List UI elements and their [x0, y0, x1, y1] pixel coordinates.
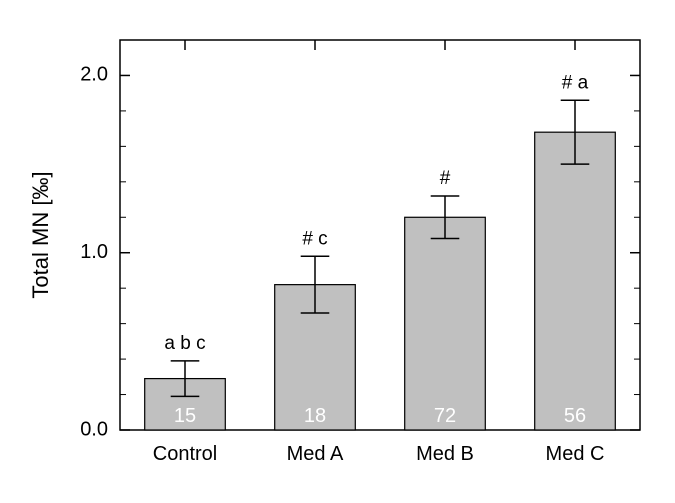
bar-top-label: a b c: [164, 333, 205, 354]
x-tick-label: Med A: [287, 443, 344, 465]
bar-top-label: #: [440, 168, 451, 189]
x-tick-label: Med C: [546, 443, 605, 465]
bar-inside-label: 72: [434, 405, 456, 427]
y-tick-label: 1.0: [80, 241, 108, 263]
x-tick-label: Control: [153, 443, 217, 465]
bar-inside-label: 56: [564, 405, 586, 427]
y-tick-label: 0.0: [80, 418, 108, 440]
chart-svg: 0.0 1.0 2.0 Total MN [‰] 15 a b c Control 18 # c…: [0, 0, 675, 503]
x-tick-label: Med B: [416, 443, 474, 465]
bar-top-label: # a: [562, 72, 589, 93]
bar-inside-label: 15: [174, 405, 196, 427]
bar-inside-label: 18: [304, 405, 326, 427]
bar: [405, 217, 486, 430]
bar: [535, 132, 616, 430]
bar-top-label: # c: [302, 228, 327, 249]
y-axis-label: Total MN [‰]: [28, 171, 53, 298]
bar-chart: 0.0 1.0 2.0 Total MN [‰] 15 a b c Control 18 # c…: [0, 0, 675, 503]
y-tick-label: 2.0: [80, 64, 108, 86]
